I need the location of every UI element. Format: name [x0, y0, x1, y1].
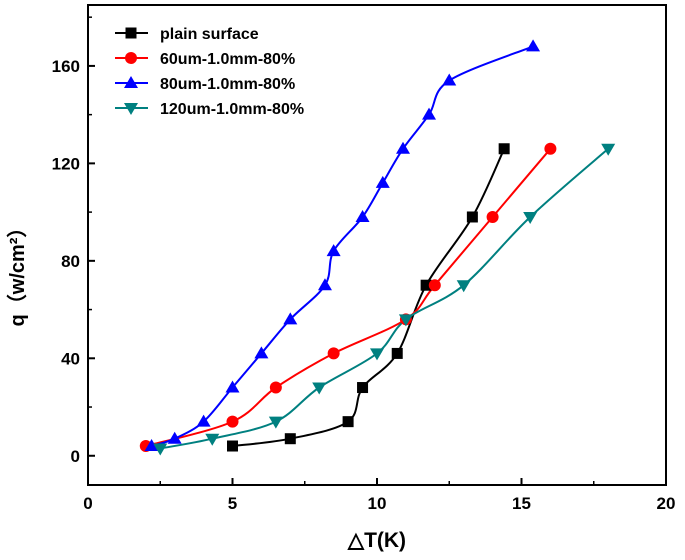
- data-point: [225, 380, 240, 393]
- data-point: [544, 142, 557, 155]
- y-tick-label: 0: [71, 447, 80, 466]
- series-line-1: [145, 148, 552, 447]
- y-tick-label: 160: [52, 57, 80, 76]
- data-point: [601, 143, 616, 156]
- data-point: [317, 278, 332, 291]
- series-markers: [139, 39, 616, 456]
- data-point: [326, 244, 341, 257]
- data-point: [312, 382, 327, 395]
- data-point: [391, 347, 403, 359]
- data-point: [254, 346, 269, 359]
- legend-marker-1: [125, 52, 137, 64]
- data-point: [498, 143, 510, 155]
- x-tick-label: 15: [512, 494, 531, 513]
- x-tick-label: 20: [657, 494, 676, 513]
- x-tick-label: 10: [368, 494, 387, 513]
- axis-ticks: 0 5 10 15 20 0 40 80 120 160: [52, 16, 676, 513]
- data-point: [422, 107, 437, 120]
- x-tick-label: 5: [228, 494, 237, 513]
- data-point: [327, 347, 340, 360]
- data-point: [205, 433, 220, 446]
- data-point: [456, 280, 471, 293]
- legend: plain surface 60um-1.0mm-80% 80um-1.0mm-80…: [115, 26, 304, 118]
- data-point: [442, 73, 457, 86]
- data-point: [153, 443, 168, 456]
- data-point: [196, 414, 211, 427]
- series-line-0: [232, 148, 506, 447]
- data-point: [357, 382, 369, 394]
- data-point: [523, 211, 538, 224]
- y-tick-label: 80: [61, 252, 80, 271]
- x-tick-label: 0: [83, 494, 92, 513]
- data-point: [420, 279, 432, 291]
- data-point: [375, 175, 390, 188]
- data-point: [396, 141, 411, 154]
- x-axis-label: △T(K): [347, 529, 406, 552]
- data-point: [227, 440, 238, 452]
- legend-marker-0: [125, 27, 137, 39]
- data-point: [284, 433, 296, 445]
- data-point: [370, 348, 384, 361]
- legend-marker-3: [124, 103, 138, 115]
- y-axis-label: q（w/cm²）: [6, 218, 29, 327]
- legend-label-1: 60um-1.0mm-80%: [160, 51, 295, 68]
- data-point: [466, 211, 478, 223]
- series-line-3: [160, 148, 609, 450]
- data-point: [144, 439, 159, 452]
- legend-label-3: 120um-1.0mm-80%: [160, 101, 304, 118]
- data-point: [283, 312, 298, 325]
- data-point: [486, 210, 499, 223]
- data-point: [269, 381, 282, 394]
- data-point: [268, 416, 283, 429]
- data-point: [167, 431, 182, 444]
- data-point: [342, 416, 354, 428]
- data-point: [398, 314, 413, 327]
- legend-label-0: plain surface: [160, 26, 259, 43]
- data-point: [355, 209, 370, 222]
- data-point: [428, 279, 441, 292]
- data-point: [226, 415, 239, 428]
- legend-marker-2: [124, 76, 138, 88]
- data-point: [526, 39, 541, 52]
- y-tick-label: 40: [61, 349, 80, 368]
- legend-label-2: 80um-1.0mm-80%: [160, 76, 295, 93]
- y-tick-label: 120: [52, 154, 80, 173]
